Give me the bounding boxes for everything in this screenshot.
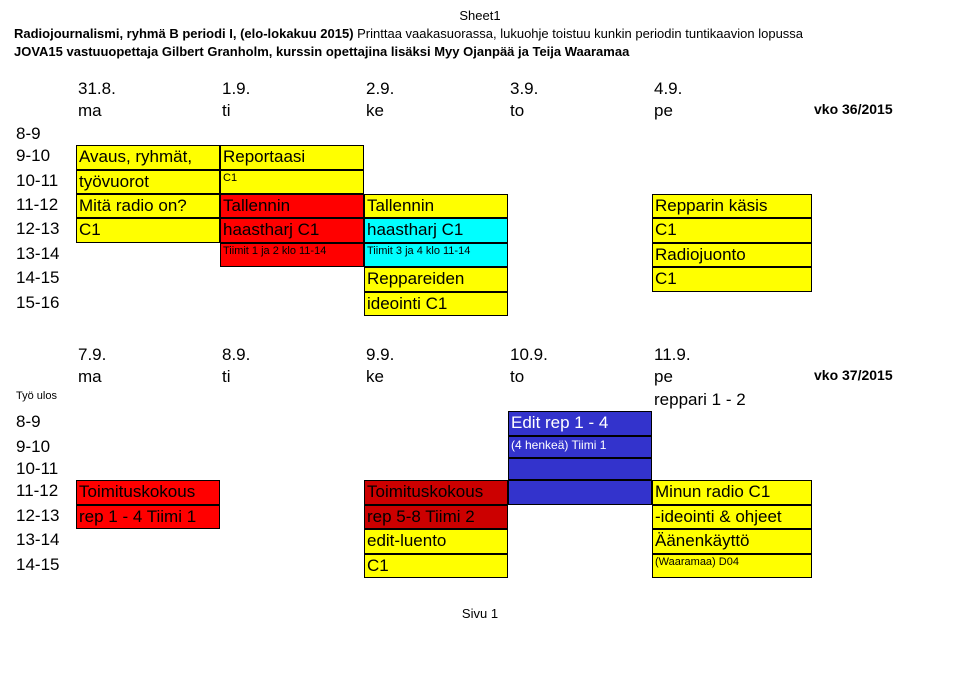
w1-time-2: 10-11	[14, 170, 76, 194]
w1-ma-11: Mitä radio on?	[76, 194, 220, 218]
w2-time-6: 14-15	[14, 554, 76, 578]
w1-time-4: 12-13	[14, 218, 76, 242]
w2-ma-12: rep 1 - 4 Tiimi 1	[76, 505, 220, 529]
w2-pe-14: (Waaramaa) D04	[652, 554, 812, 578]
w2-pe-top: reppari 1 - 2	[652, 389, 812, 411]
header-line-2: JOVA15 vastuuopettaja Gilbert Granholm, …	[14, 43, 946, 61]
w1-day-ti: ti	[220, 100, 364, 122]
w1-time-3: 11-12	[14, 194, 76, 218]
w2-date-pe: 11.9.	[652, 344, 812, 366]
w2-tyo-ulos: Työ ulos	[14, 389, 76, 411]
w2-time-2: 10-11	[14, 458, 76, 480]
header-course: Radiojournalismi, ryhmä B periodi I, (el…	[14, 26, 357, 41]
w2-to-8: Edit rep 1 - 4	[508, 411, 652, 435]
header-block: Radiojournalismi, ryhmä B periodi I, (el…	[14, 25, 946, 60]
w2-day-ma: ma	[76, 366, 220, 388]
w1-date-ma: 31.8.	[76, 78, 220, 100]
w2-day-to: to	[508, 366, 652, 388]
w2-date-ma: 7.9.	[76, 344, 220, 366]
w2-time-5: 13-14	[14, 529, 76, 553]
w1-pe-14: C1	[652, 267, 812, 291]
w2-date-ti: 8.9.	[220, 344, 364, 366]
w1-ma-12: C1	[76, 218, 220, 242]
w2-ke-12: rep 5-8 Tiimi 2	[364, 505, 508, 529]
w1-time-5: 13-14	[14, 243, 76, 267]
w2-ke-14: C1	[364, 554, 508, 578]
w1-time-0: 8-9	[14, 123, 76, 145]
sheet-label: Sheet1	[14, 8, 946, 23]
w2-time-1: 9-10	[14, 436, 76, 458]
page-footer: Sivu 1	[14, 606, 946, 621]
w1-date-pe: 4.9.	[652, 78, 812, 100]
w2-time-3: 11-12	[14, 480, 76, 504]
w2-pe-12: -ideointi & ohjeet	[652, 505, 812, 529]
w2-to-11	[508, 480, 652, 504]
w2-day-ti: ti	[220, 366, 364, 388]
w1-date-ke: 2.9.	[364, 78, 508, 100]
w1-week-tag: vko 36/2015	[812, 100, 922, 122]
w1-time-7: 15-16	[14, 292, 76, 316]
w2-ke-11: Toimituskokous	[364, 480, 508, 504]
w2-ke-13: edit-luento	[364, 529, 508, 553]
w1-ti-10: C1	[220, 170, 364, 194]
w1-pe-12: C1	[652, 218, 812, 242]
w1-date-to: 3.9.	[508, 78, 652, 100]
w1-ti-12: haastharj C1	[220, 218, 364, 242]
w2-pe-11: Minun radio C1	[652, 480, 812, 504]
w2-week-tag: vko 37/2015	[812, 366, 922, 388]
w2-pe-13: Äänenkäyttö	[652, 529, 812, 553]
week2-grid: 7.9. 8.9. 9.9. 10.9. 11.9. ma ti ke to p…	[14, 344, 946, 578]
w1-time-6: 14-15	[14, 267, 76, 291]
w1-ma-10: työvuorot	[76, 170, 220, 194]
w1-ke-13: Tiimit 3 ja 4 klo 11-14	[364, 243, 508, 267]
w1-day-to: to	[508, 100, 652, 122]
w1-ke-11: Tallennin	[364, 194, 508, 218]
w2-date-ke: 9.9.	[364, 344, 508, 366]
w1-day-pe: pe	[652, 100, 812, 122]
w2-ma-11: Toimituskokous	[76, 480, 220, 504]
w2-day-ke: ke	[364, 366, 508, 388]
header-instruction: Printtaa vaakasuorassa, lukuohje toistuu…	[357, 26, 803, 41]
w1-pe-11: Repparin käsis	[652, 194, 812, 218]
w2-date-to: 10.9.	[508, 344, 652, 366]
w1-time-1: 9-10	[14, 145, 76, 169]
w1-ti-11: Tallennin	[220, 194, 364, 218]
w1-ti-13: Tiimit 1 ja 2 klo 11-14	[220, 243, 364, 267]
w1-ma-9: Avaus, ryhmät,	[76, 145, 220, 169]
w1-ke-12: haastharj C1	[364, 218, 508, 242]
header-line-1: Radiojournalismi, ryhmä B periodi I, (el…	[14, 25, 946, 43]
w1-ke-14: Reppareiden	[364, 267, 508, 291]
w2-to-10	[508, 458, 652, 480]
w1-day-ke: ke	[364, 100, 508, 122]
w2-time-4: 12-13	[14, 505, 76, 529]
w1-pe-13: Radiojuonto	[652, 243, 812, 267]
w1-ti-9: Reportaasi	[220, 145, 364, 169]
week1-grid: 31.8. 1.9. 2.9. 3.9. 4.9. ma ti ke to pe…	[14, 78, 946, 316]
w1-date-ti: 1.9.	[220, 78, 364, 100]
w2-day-pe: pe	[652, 366, 812, 388]
w2-to-9: (4 henkeä) Tiimi 1	[508, 436, 652, 458]
w1-day-ma: ma	[76, 100, 220, 122]
w2-time-0: 8-9	[14, 411, 76, 435]
w1-ke-15: ideointi C1	[364, 292, 508, 316]
